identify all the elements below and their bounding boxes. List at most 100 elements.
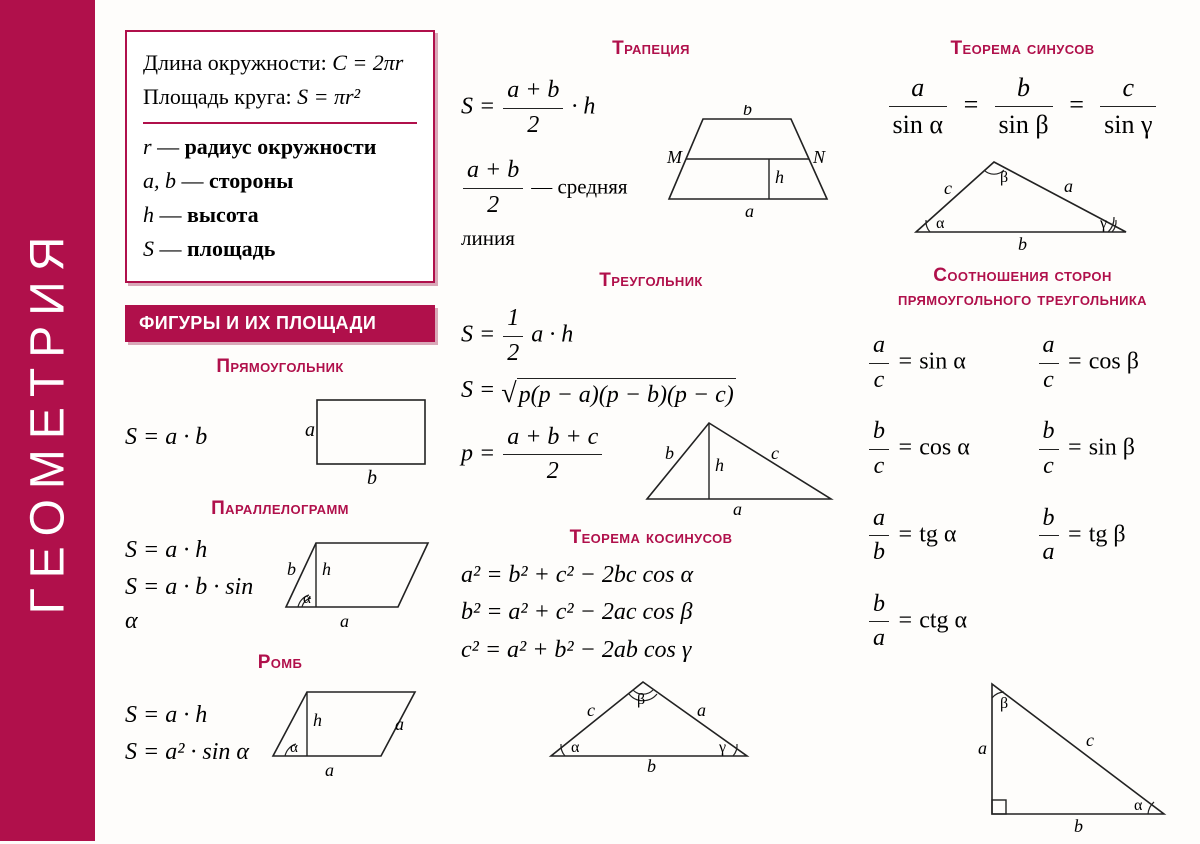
- right-triangle-diagram: a c b β α: [978, 674, 1178, 834]
- rel-4: ab = tg α: [867, 502, 1009, 570]
- tri-c: c: [771, 443, 779, 463]
- trapezoid-title: Трапеция: [461, 38, 841, 60]
- rhombus-f2: S = a² · sin α: [125, 736, 251, 770]
- rel-2: bc = cos α: [867, 415, 1009, 483]
- right-triangle-block: Соотношения сторон прямоугольного треуго…: [867, 264, 1178, 834]
- def-ab-text: стороны: [209, 168, 293, 193]
- sin-theorem-title: Теорема синусов: [867, 38, 1178, 60]
- parallelogram-block: Параллелограмм S = a · h S = a · b · sin…: [125, 498, 435, 643]
- rectangle-formula: S = a · b: [125, 424, 207, 450]
- sin-alpha: α: [936, 215, 945, 232]
- rt-c: c: [1086, 730, 1094, 750]
- intro-box: Длина окружности: C = 2πr Площадь круга:…: [125, 30, 435, 283]
- cos-line1: a² = b² + c² − 2bc cos α: [461, 559, 841, 593]
- def-S-text: площадь: [187, 236, 275, 261]
- triangle-block: Треугольник S = 12 a · h S = √p(p − a)(p…: [461, 270, 841, 517]
- rhombus-block: Ромб S = a · h S = a² · sin α h a: [125, 652, 435, 784]
- cos-line2: b² = a² + c² − 2ac cos β: [461, 596, 841, 630]
- parallelogram-f2: S = a · b · sin α: [125, 571, 266, 638]
- sin-theorem-diagram: c a b α β γ: [908, 154, 1138, 254]
- rhom-a1: a: [395, 714, 404, 734]
- rhombus-f1: S = a · h: [125, 699, 251, 733]
- sin-beta: β: [1000, 169, 1008, 186]
- rt-b: b: [1074, 816, 1083, 834]
- cos-beta: β: [637, 691, 645, 708]
- parallelogram-diagram: b h a α: [280, 533, 435, 638]
- cos-b: b: [647, 756, 656, 774]
- rectangle-title: Прямоугольник: [125, 356, 435, 378]
- def-ab-sym: a, b: [143, 168, 176, 193]
- rhom-a2: a: [325, 760, 334, 780]
- triangle-p: p = a + b + c2: [461, 421, 627, 489]
- triangle-diagram: b c h a: [641, 417, 841, 517]
- sin-a: a: [1064, 176, 1073, 196]
- para-alpha: α: [303, 591, 311, 607]
- column-3: Теорема синусов asin α = bsin β = csin γ: [867, 30, 1178, 844]
- def-h-text: высота: [187, 202, 259, 227]
- tri-h: h: [715, 455, 724, 475]
- triangle-title: Треугольник: [461, 270, 841, 292]
- tri-b: b: [665, 443, 674, 463]
- right-triangle-title: Соотношения сторон прямоугольного треуго…: [867, 264, 1178, 312]
- def-h-sym: h: [143, 202, 154, 227]
- cos-gamma: γ: [718, 739, 726, 756]
- spine-title: ГЕОМЕТРИЯ: [20, 227, 75, 615]
- intro-line2-label: Площадь круга:: [143, 84, 292, 109]
- sin-b: b: [1018, 234, 1027, 254]
- cos-theorem-block: Теорема косинусов a² = b² + c² − 2bc cos…: [461, 527, 841, 774]
- cos-theorem-diagram: c a b α β γ: [541, 674, 761, 774]
- section-banner: Фигуры и их площади: [125, 305, 435, 342]
- rectangle-block: Прямоугольник S = a · b a b: [125, 356, 435, 488]
- right-triangle-relations: ac = sin α ac = cos β bc = cos α bc = si…: [867, 325, 1178, 660]
- triangle-heron: S = √p(p − a)(p − b)(p − c): [461, 374, 841, 413]
- rel-6: ba = ctg α: [867, 588, 1009, 656]
- sin-theorem-block: Теорема синусов asin α = bsin β = csin γ: [867, 38, 1178, 254]
- rel-1: ac = cos β: [1037, 329, 1179, 397]
- rt-alpha: α: [1134, 797, 1143, 814]
- intro-line2-formula: S = πr²: [297, 84, 360, 109]
- triangle-area: S = 12 a · h: [461, 302, 841, 370]
- trap-M: M: [666, 147, 683, 167]
- cos-alpha: α: [571, 739, 580, 756]
- cos-a: a: [697, 700, 706, 720]
- rel-3: bc = sin β: [1037, 415, 1179, 483]
- cos-c: c: [587, 700, 595, 720]
- para-b: b: [287, 559, 296, 579]
- column-1: Длина окружности: C = 2πr Площадь круга:…: [125, 30, 435, 844]
- rt-a: a: [978, 738, 987, 758]
- tri-a: a: [733, 499, 742, 517]
- para-h: h: [322, 559, 331, 579]
- def-r-text: радиус окружности: [185, 134, 377, 159]
- intro-divider: [143, 122, 417, 124]
- page-content: Длина окружности: C = 2πr Площадь круга:…: [95, 0, 1200, 841]
- para-a: a: [340, 611, 349, 631]
- def-S-sym: S: [143, 236, 154, 261]
- column-2: Трапеция S = a + b2 · h a + b2 — средняя…: [461, 30, 841, 844]
- trapezoid-block: Трапеция S = a + b2 · h a + b2 — средняя…: [461, 38, 841, 260]
- rel-0: ac = sin α: [867, 329, 1009, 397]
- trapezoid-midline: a + b2 — средняя линия: [461, 154, 647, 256]
- def-r-sym: r: [143, 134, 152, 159]
- trapezoid-area: S = a + b2 · h: [461, 74, 647, 142]
- cos-theorem-title: Теорема косинусов: [461, 527, 841, 549]
- trap-h: h: [775, 167, 784, 187]
- parallelogram-title: Параллелограмм: [125, 498, 435, 520]
- rel-5: ba = tg β: [1037, 502, 1179, 570]
- sin-theorem-formula: asin α = bsin β = csin γ: [867, 70, 1178, 144]
- rectangle-diagram: a b: [285, 388, 435, 488]
- rect-label-a: a: [305, 419, 315, 441]
- sin-gamma: γ: [1099, 215, 1107, 232]
- rt-beta: β: [1000, 695, 1008, 712]
- rhombus-diagram: h a a α: [265, 684, 435, 784]
- cos-line3: c² = a² + b² − 2ab cos γ: [461, 634, 841, 668]
- trap-N: N: [812, 147, 826, 167]
- intro-line1-formula: C = 2πr: [332, 50, 403, 75]
- trap-b: b: [743, 105, 752, 119]
- intro-line1-label: Длина окружности:: [143, 50, 327, 75]
- trap-a: a: [745, 201, 754, 221]
- spine-sidebar: ГЕОМЕТРИЯ: [0, 0, 95, 841]
- rhombus-title: Ромб: [125, 652, 435, 674]
- trapezoid-diagram: b a h M N: [661, 105, 841, 225]
- rhom-h: h: [313, 710, 322, 730]
- parallelogram-f1: S = a · h: [125, 534, 266, 568]
